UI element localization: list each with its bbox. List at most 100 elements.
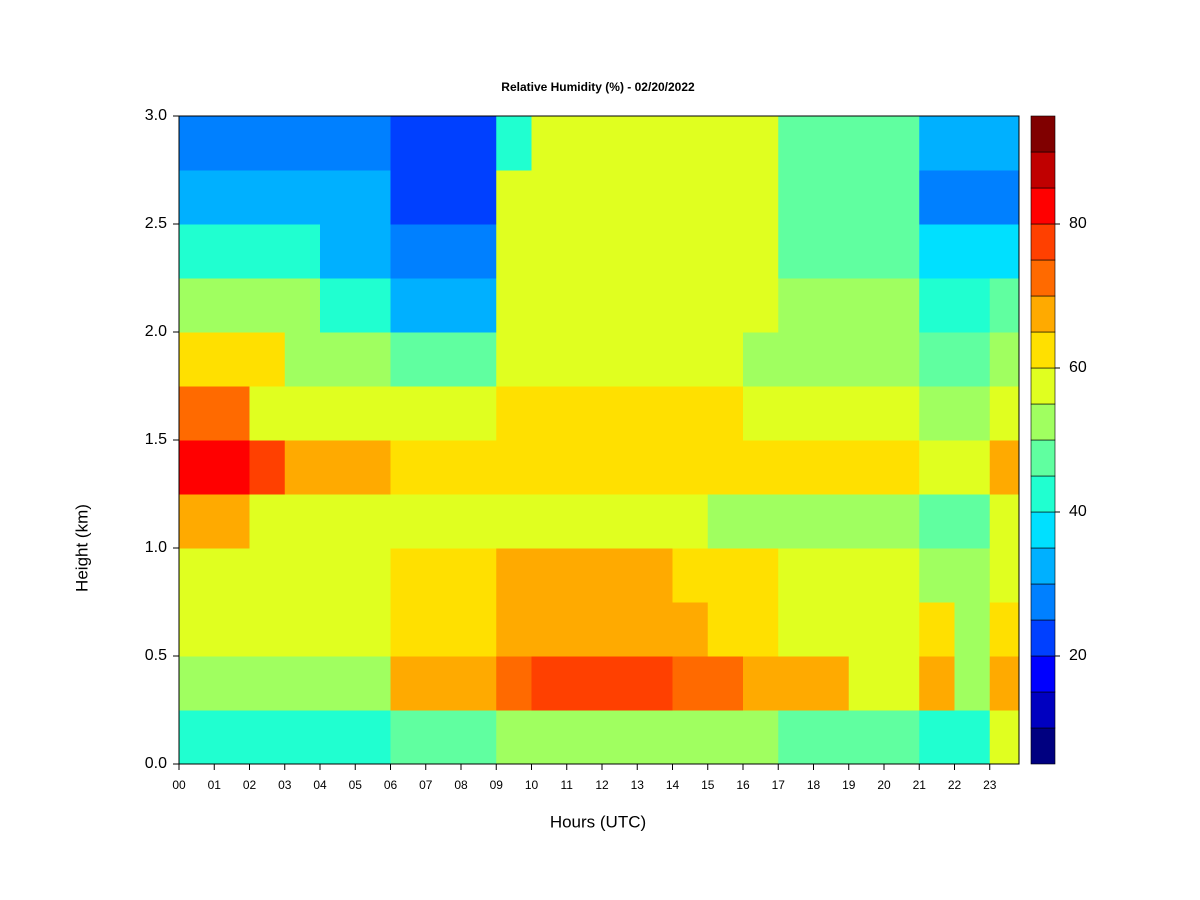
heat-cell: [848, 116, 885, 171]
heat-cell: [531, 116, 568, 171]
heat-cell: [496, 278, 532, 333]
heat-cell: [637, 548, 673, 603]
heat-cell: [566, 332, 603, 387]
heat-cell: [601, 710, 638, 764]
heat-cell: [425, 170, 462, 225]
heat-cell: [672, 116, 709, 171]
heat-cell: [566, 440, 603, 495]
y-axis-label: Height (km): [72, 504, 91, 592]
heat-cell: [989, 440, 1019, 495]
y-tick-label: 2.5: [145, 215, 167, 232]
heat-cell: [284, 440, 321, 495]
x-tick-label: 15: [701, 778, 715, 792]
heat-cell: [460, 332, 497, 387]
heat-cell: [742, 656, 779, 711]
heat-cell: [319, 710, 356, 764]
heat-cell: [214, 494, 250, 549]
heat-cell: [672, 386, 709, 441]
heat-cell: [813, 116, 850, 171]
heat-cell: [249, 548, 286, 603]
heat-cell: [249, 656, 286, 711]
heat-cell: [355, 116, 391, 171]
heat-cell: [566, 494, 603, 549]
heat-cell: [954, 710, 991, 764]
x-tick-label: 14: [666, 778, 680, 792]
heat-cell: [742, 386, 779, 441]
heat-cell: [284, 548, 321, 603]
x-tick-label: 13: [631, 778, 645, 792]
heat-cell: [637, 170, 673, 225]
heat-cell: [954, 116, 991, 171]
heat-cell: [319, 170, 356, 225]
heat-cell: [919, 116, 955, 171]
heat-cell: [883, 602, 920, 657]
heat-cell: [566, 710, 603, 764]
y-tick-label: 3.0: [145, 107, 167, 124]
heat-cell: [989, 494, 1019, 549]
heat-cell: [813, 548, 850, 603]
heat-cell: [813, 170, 850, 225]
heat-cell: [954, 494, 991, 549]
heat-cell: [531, 386, 568, 441]
colorbar-swatch: [1030, 475, 1056, 513]
x-tick-label: 22: [948, 778, 962, 792]
x-tick-label: 08: [454, 778, 468, 792]
heat-cell: [601, 440, 638, 495]
heat-cell: [883, 332, 920, 387]
x-tick-label: 00: [172, 778, 186, 792]
heat-cell: [496, 332, 532, 387]
x-tick-label: 01: [208, 778, 222, 792]
colorbar-swatch: [1030, 619, 1056, 657]
heat-cell: [531, 224, 568, 279]
heat-cell: [496, 170, 532, 225]
x-axis-label: Hours (UTC): [550, 812, 646, 831]
heat-cell: [566, 386, 603, 441]
heat-cell: [989, 116, 1019, 171]
heat-cell: [778, 494, 814, 549]
heat-cell: [672, 548, 709, 603]
heat-cell: [919, 440, 955, 495]
heat-cell: [460, 602, 497, 657]
heat-cell: [919, 494, 955, 549]
heat-cell: [355, 224, 391, 279]
heat-cell: [214, 116, 250, 171]
heat-cell: [214, 656, 250, 711]
heat-cell: [672, 440, 709, 495]
heat-cell: [707, 656, 744, 711]
heat-cell: [742, 170, 779, 225]
heat-cell: [460, 278, 497, 333]
heat-cell: [848, 494, 885, 549]
heat-cell: [566, 170, 603, 225]
heat-cell: [601, 116, 638, 171]
heat-cell: [249, 494, 286, 549]
heat-cell: [249, 710, 286, 764]
heat-cell: [637, 116, 673, 171]
x-tick-label: 10: [525, 778, 539, 792]
heat-cell: [460, 386, 497, 441]
colorbar-swatch: [1030, 547, 1056, 585]
colorbar-swatch: [1030, 223, 1056, 261]
heat-cell: [214, 710, 250, 764]
heat-cell: [989, 548, 1019, 603]
heat-cell: [284, 386, 321, 441]
heat-cell: [284, 656, 321, 711]
heat-cell: [989, 656, 1019, 711]
heat-cell: [919, 710, 955, 764]
heat-cell: [460, 494, 497, 549]
heat-cell: [672, 278, 709, 333]
heat-cell: [848, 224, 885, 279]
heat-cell: [989, 386, 1019, 441]
heat-cell: [707, 224, 744, 279]
heat-cell: [707, 494, 744, 549]
heat-cell: [425, 710, 462, 764]
heat-cell: [284, 224, 321, 279]
heat-cell: [989, 224, 1019, 279]
heat-cell: [390, 332, 427, 387]
heat-cell: [848, 386, 885, 441]
heat-cell: [496, 710, 532, 764]
heat-cell: [954, 170, 991, 225]
heat-cell: [214, 224, 250, 279]
heat-cell: [425, 548, 462, 603]
heat-cell: [919, 548, 955, 603]
heat-cell: [742, 332, 779, 387]
